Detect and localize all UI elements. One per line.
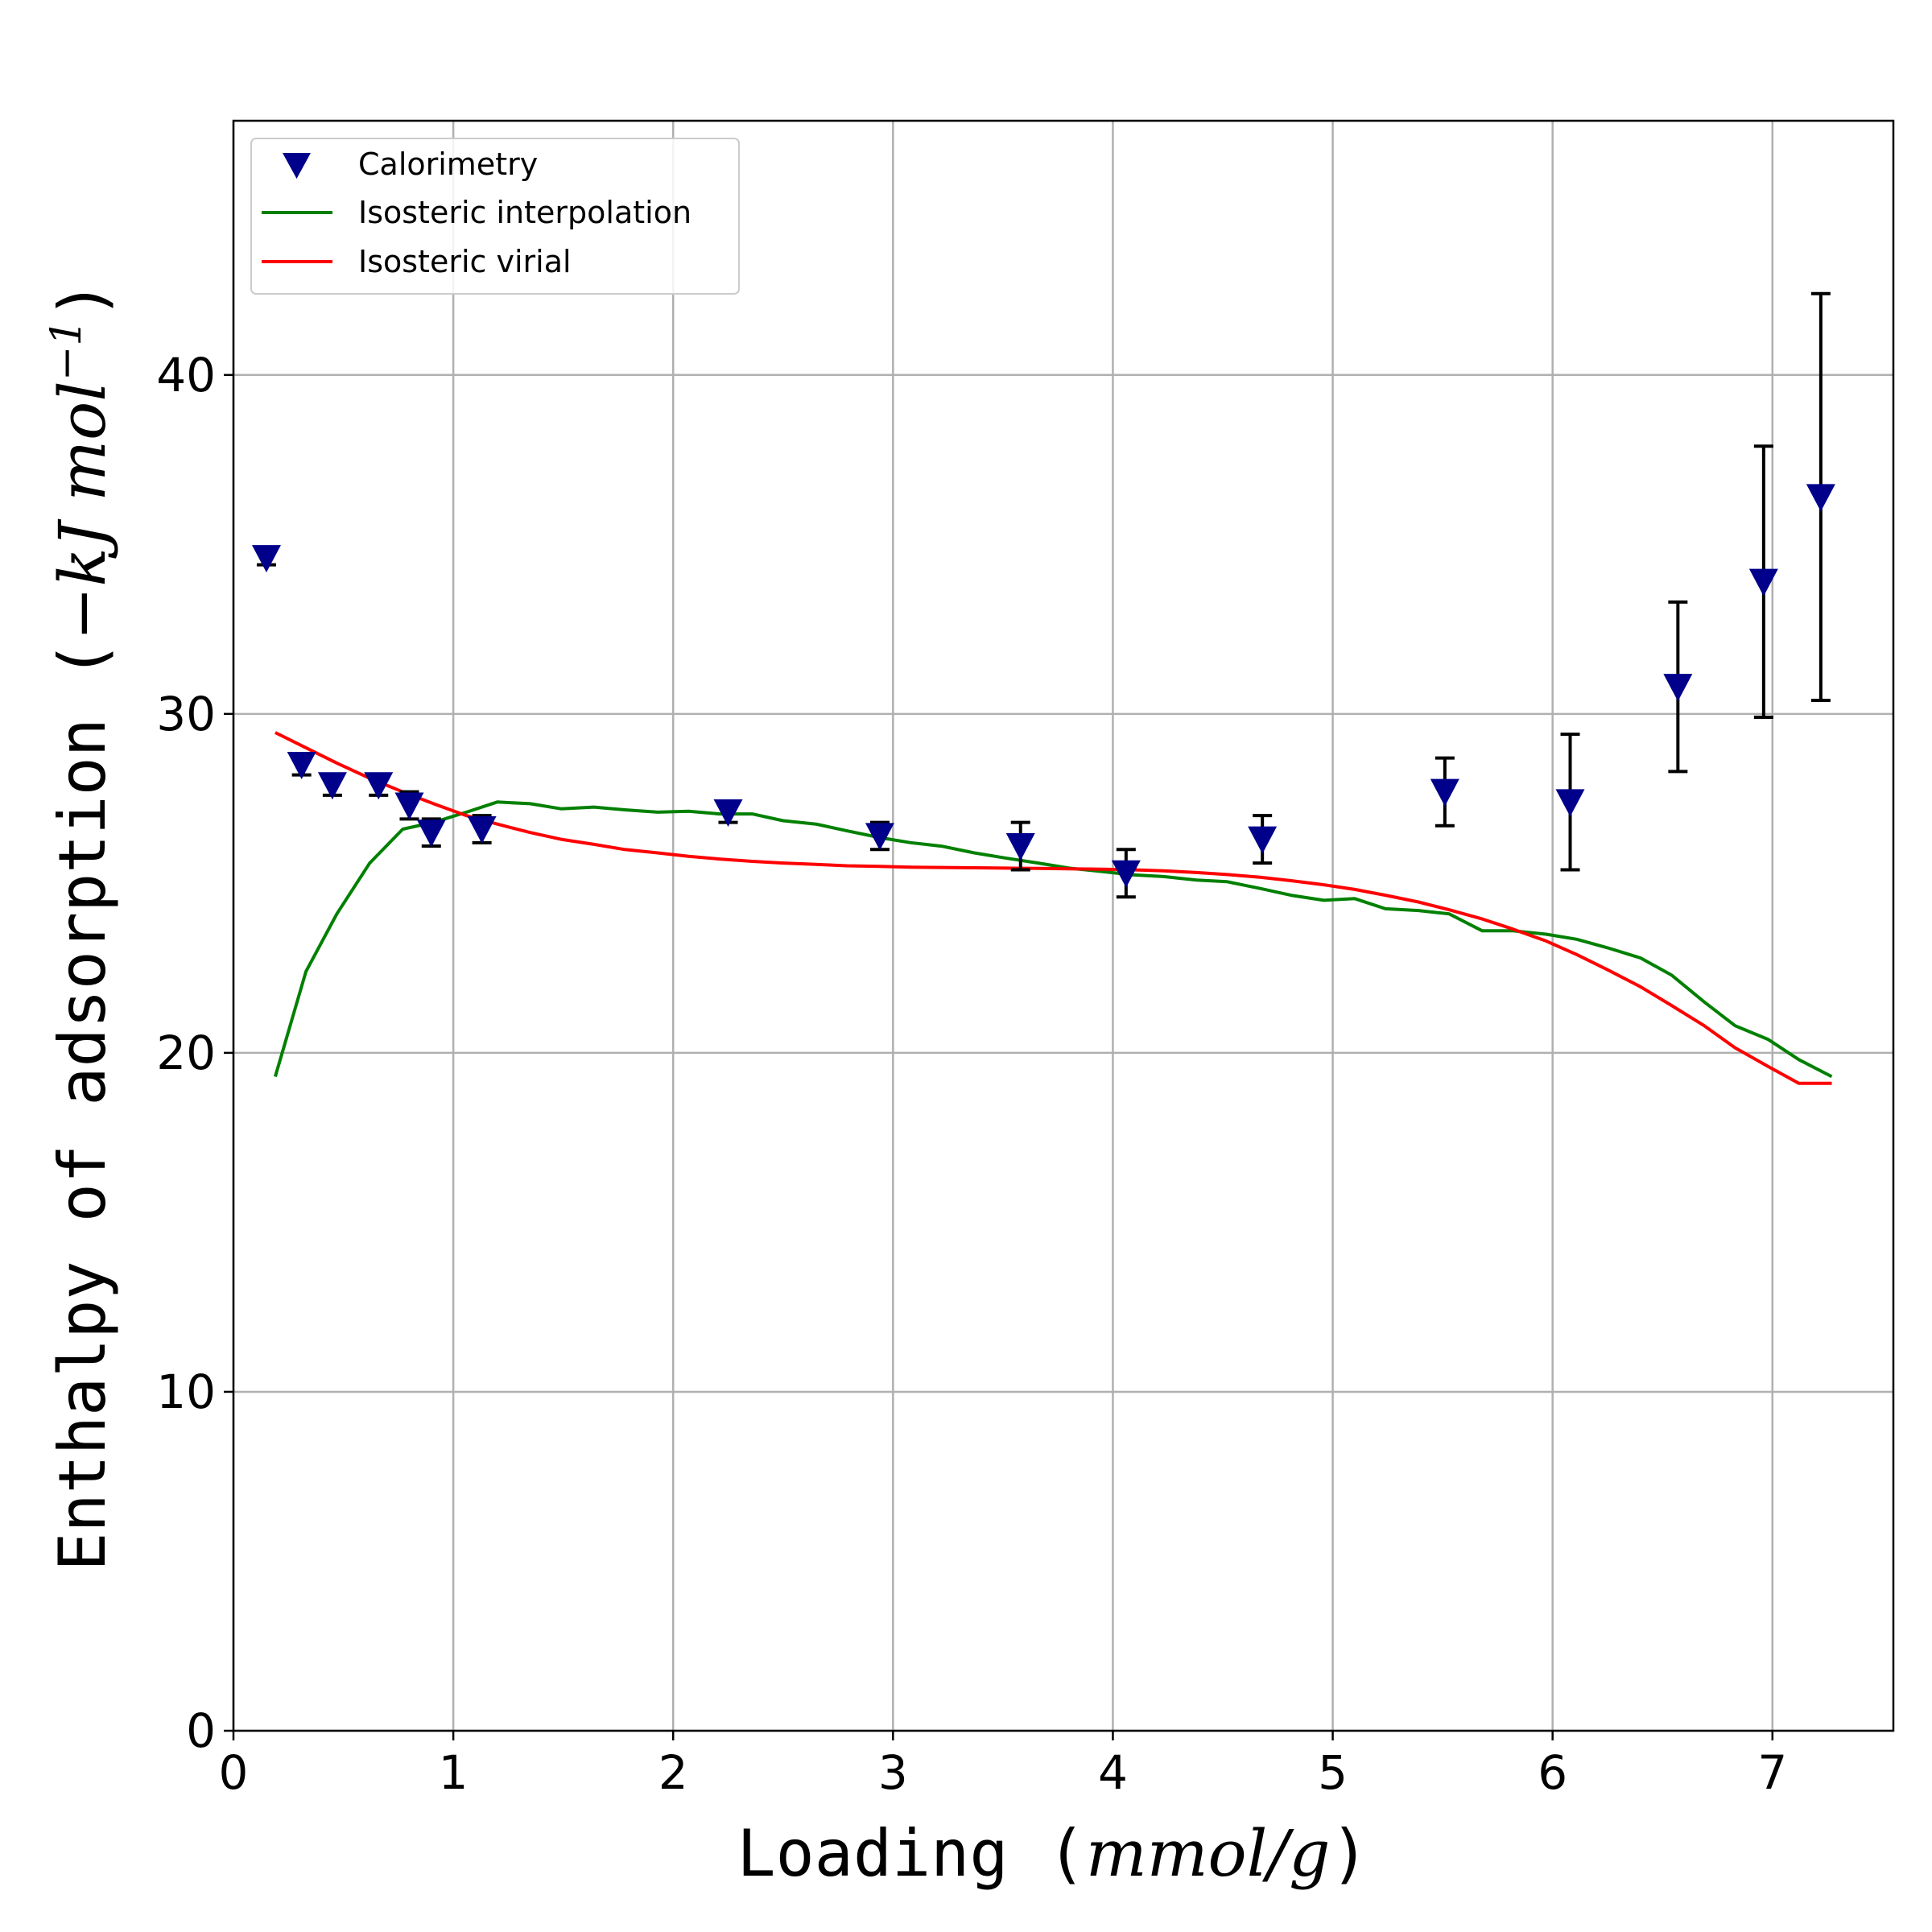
calorimetry-point	[416, 819, 446, 848]
calorimetry-point	[467, 816, 497, 844]
legend-label-virial: Isosteric virial	[358, 244, 572, 279]
legend-label-calorimetry: Calorimetry	[358, 147, 538, 182]
legend-label-interpolation: Isosteric interpolation	[358, 195, 691, 230]
y-tick-label: 10	[156, 1364, 216, 1419]
calorimetry-point	[317, 772, 347, 800]
calorimetry-point	[1555, 789, 1585, 817]
x-tick-label: 1	[439, 1745, 469, 1800]
calorimetry-point	[1806, 484, 1835, 512]
x-tick-label: 2	[658, 1745, 688, 1800]
calorimetry-point	[1748, 568, 1778, 597]
calorimetry-point	[251, 545, 281, 573]
x-tick-label: 4	[1098, 1745, 1128, 1800]
calorimetry-point	[1005, 833, 1035, 861]
x-axis-label: Loading (mmol/g)	[737, 1816, 1368, 1891]
virial-line	[275, 731, 1832, 1085]
plot-frame	[232, 119, 1895, 1732]
calorimetry-point	[1430, 778, 1459, 807]
y-axis-label: Enthalpy of adsorption (−kJ mol−1)	[43, 280, 120, 1571]
x-tick-label: 6	[1538, 1745, 1567, 1800]
calorimetry-point	[1663, 674, 1693, 702]
legend-box	[250, 138, 740, 295]
legend-marker-calorimetry	[283, 153, 311, 179]
calorimetry-point	[1248, 826, 1278, 854]
x-tick-label: 0	[219, 1745, 249, 1800]
interpolation-line	[273, 800, 1833, 1079]
calorimetry-point	[713, 799, 743, 827]
plot-area	[251, 291, 1835, 1085]
calorimetry-point	[364, 772, 394, 800]
calorimetry-point	[394, 792, 424, 820]
calorimetry-point	[1111, 860, 1141, 888]
x-tick-label: 5	[1318, 1745, 1348, 1800]
y-tick-label: 0	[186, 1703, 216, 1758]
y-tick-label: 30	[156, 687, 216, 741]
y-tick-label: 20	[156, 1026, 216, 1080]
calorimetry-point	[865, 823, 894, 851]
x-tick-label: 3	[878, 1745, 908, 1800]
y-tick-label: 40	[156, 348, 216, 402]
axis-ticks: 0 1 2 3 4 5 6 7 0 10 20 30 40	[156, 348, 1787, 1800]
x-tick-label: 7	[1757, 1745, 1787, 1800]
legend: Calorimetry Isosteric interpolation Isos…	[250, 138, 740, 295]
calorimetry-point	[287, 752, 316, 779]
